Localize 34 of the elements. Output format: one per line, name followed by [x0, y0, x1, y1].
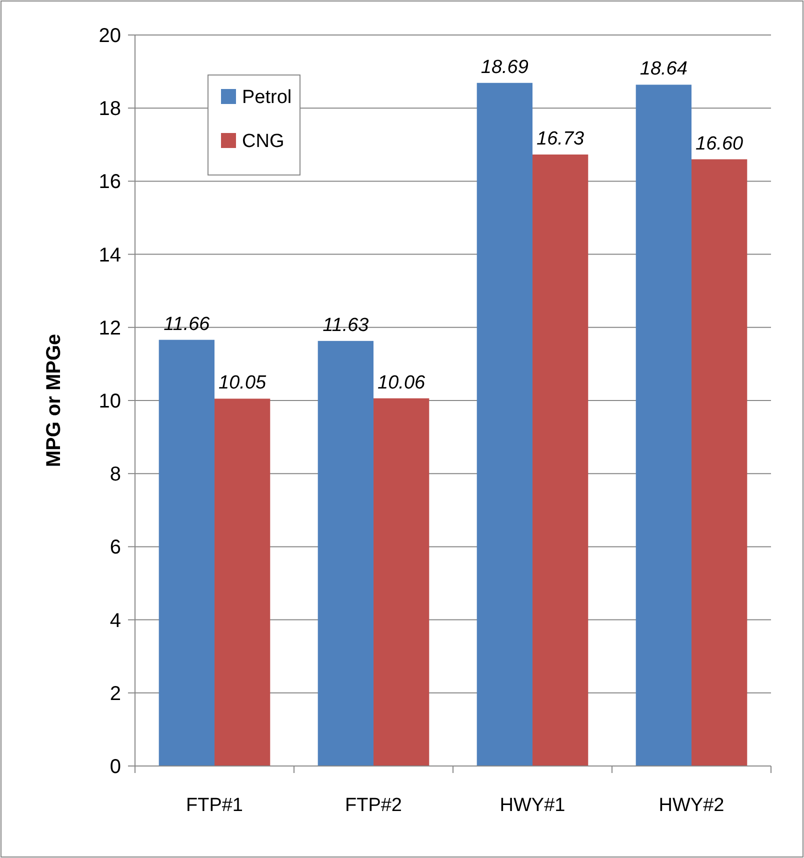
y-tick-label: 8 — [110, 464, 121, 486]
y-tick-label: 20 — [98, 25, 121, 47]
x-tick-label: FTP#1 — [186, 795, 244, 816]
data-label: 16.73 — [536, 128, 585, 150]
x-tick-label: FTP#2 — [344, 795, 402, 816]
x-tick-label: HWY#2 — [658, 795, 724, 816]
y-tick-label: 4 — [110, 610, 121, 632]
y-tick-label: 18 — [98, 98, 121, 120]
bar — [532, 154, 588, 766]
data-label: 11.66 — [164, 314, 210, 335]
data-label: 16.60 — [696, 133, 744, 154]
data-label: 10.05 — [218, 372, 267, 394]
y-tick-label: 6 — [110, 536, 121, 559]
y-tick-label: 16 — [98, 171, 121, 194]
y-tick-label: 14 — [98, 244, 121, 266]
x-tick-label: HWY#1 — [500, 795, 566, 816]
y-tick-label: 12 — [98, 317, 121, 340]
y-tick-label: 0 — [110, 756, 121, 778]
data-label: 10.06 — [378, 372, 426, 394]
legend-label: CNG — [242, 131, 284, 152]
y-axis-title: MPG or MPGe — [43, 334, 65, 468]
y-tick-label: 10 — [98, 390, 121, 412]
bar — [692, 159, 748, 766]
bar — [636, 84, 692, 766]
data-label: 18.64 — [640, 58, 688, 80]
bar — [476, 82, 532, 766]
bar — [318, 340, 374, 766]
y-tick-label: 2 — [110, 682, 121, 705]
legend-label: Petrol — [242, 87, 292, 108]
bar — [214, 398, 270, 766]
bar — [158, 340, 214, 766]
bar — [374, 398, 430, 766]
data-label: 18.69 — [480, 56, 529, 78]
data-label: 11.63 — [322, 314, 370, 336]
